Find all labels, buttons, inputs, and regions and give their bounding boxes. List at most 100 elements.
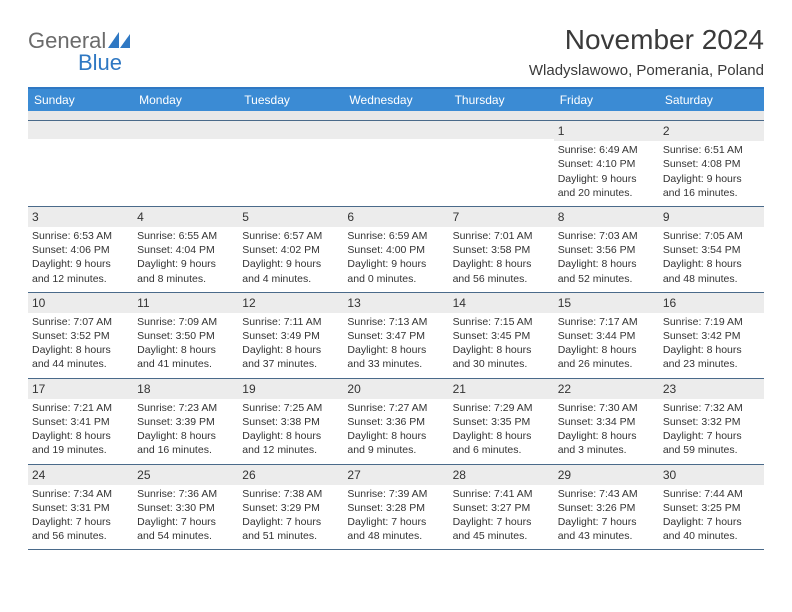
day-cell: 21Sunrise: 7:29 AMSunset: 3:35 PMDayligh… xyxy=(449,379,554,464)
day-info-line: Daylight: 7 hours xyxy=(663,429,760,443)
empty-day-strip xyxy=(28,121,133,139)
logo-text-blue: Blue xyxy=(78,50,122,76)
day-info-line: and 54 minutes. xyxy=(137,529,234,543)
day-info-line: Daylight: 7 hours xyxy=(663,515,760,529)
week-row: 17Sunrise: 7:21 AMSunset: 3:41 PMDayligh… xyxy=(28,379,764,465)
week-row: 3Sunrise: 6:53 AMSunset: 4:06 PMDaylight… xyxy=(28,207,764,293)
day-info-line: and 12 minutes. xyxy=(32,272,129,286)
day-info-line: Daylight: 9 hours xyxy=(137,257,234,271)
calendar-page: General Blue November 2024 Wladyslawowo,… xyxy=(0,0,792,574)
day-number: 11 xyxy=(133,293,238,313)
day-number: 30 xyxy=(659,465,764,485)
day-info-line: Daylight: 8 hours xyxy=(347,429,444,443)
day-cell: 27Sunrise: 7:39 AMSunset: 3:28 PMDayligh… xyxy=(343,465,448,550)
day-number: 5 xyxy=(238,207,343,227)
day-number: 6 xyxy=(343,207,448,227)
day-info-line: Sunset: 3:29 PM xyxy=(242,501,339,515)
day-info-line: and 0 minutes. xyxy=(347,272,444,286)
day-info-line: and 44 minutes. xyxy=(32,357,129,371)
day-info-line: and 30 minutes. xyxy=(453,357,550,371)
day-info-line: Daylight: 8 hours xyxy=(242,343,339,357)
day-info-line: Sunset: 4:02 PM xyxy=(242,243,339,257)
day-info-line: Sunset: 4:08 PM xyxy=(663,157,760,171)
day-info-line: Sunrise: 7:05 AM xyxy=(663,229,760,243)
day-of-week-header: Wednesday xyxy=(343,89,448,111)
day-info-line: Sunrise: 7:38 AM xyxy=(242,487,339,501)
day-cell: 16Sunrise: 7:19 AMSunset: 3:42 PMDayligh… xyxy=(659,293,764,378)
day-info-line: Sunrise: 6:51 AM xyxy=(663,143,760,157)
day-info-line: and 23 minutes. xyxy=(663,357,760,371)
day-info-line: Daylight: 9 hours xyxy=(32,257,129,271)
day-cell: 20Sunrise: 7:27 AMSunset: 3:36 PMDayligh… xyxy=(343,379,448,464)
day-info-line: Sunset: 3:25 PM xyxy=(663,501,760,515)
day-info-line: Sunrise: 7:34 AM xyxy=(32,487,129,501)
day-info-line: Sunset: 4:00 PM xyxy=(347,243,444,257)
day-info-line: Sunrise: 7:21 AM xyxy=(32,401,129,415)
day-info-line: Sunset: 3:56 PM xyxy=(558,243,655,257)
day-number: 14 xyxy=(449,293,554,313)
day-cell: 28Sunrise: 7:41 AMSunset: 3:27 PMDayligh… xyxy=(449,465,554,550)
day-number: 13 xyxy=(343,293,448,313)
day-number: 8 xyxy=(554,207,659,227)
day-info-line: Daylight: 8 hours xyxy=(663,343,760,357)
location-text: Wladyslawowo, Pomerania, Poland xyxy=(529,62,764,79)
day-info-line: Daylight: 8 hours xyxy=(32,429,129,443)
day-cell xyxy=(449,121,554,206)
day-info-line: Sunset: 3:39 PM xyxy=(137,415,234,429)
day-info-line: Sunrise: 7:19 AM xyxy=(663,315,760,329)
day-number: 29 xyxy=(554,465,659,485)
day-info-line: Daylight: 8 hours xyxy=(558,257,655,271)
day-cell: 25Sunrise: 7:36 AMSunset: 3:30 PMDayligh… xyxy=(133,465,238,550)
day-info-line: and 41 minutes. xyxy=(137,357,234,371)
day-info-line: Daylight: 8 hours xyxy=(663,257,760,271)
spacer-row xyxy=(28,111,764,121)
day-number: 17 xyxy=(28,379,133,399)
day-info-line: Daylight: 9 hours xyxy=(558,172,655,186)
day-cell: 13 Sunrise: 7:13 AMSunset: 3:47 PMDayligh… xyxy=(343,293,448,378)
day-info-line: Sunrise: 7:23 AM xyxy=(137,401,234,415)
day-of-week-header: Tuesday xyxy=(238,89,343,111)
day-number: 16 xyxy=(659,293,764,313)
day-info-line: Sunset: 3:34 PM xyxy=(558,415,655,429)
empty-day-strip xyxy=(343,121,448,139)
day-number: 19 xyxy=(238,379,343,399)
day-info-line: Daylight: 9 hours xyxy=(242,257,339,271)
day-info-line: Sunset: 3:47 PM xyxy=(347,329,444,343)
day-number: 24 xyxy=(28,465,133,485)
day-cell: 29Sunrise: 7:43 AMSunset: 3:26 PMDayligh… xyxy=(554,465,659,550)
day-info-line: Sunrise: 6:55 AM xyxy=(137,229,234,243)
empty-day-strip xyxy=(133,121,238,139)
day-info-line: Sunset: 3:32 PM xyxy=(663,415,760,429)
day-cell: 17Sunrise: 7:21 AMSunset: 3:41 PMDayligh… xyxy=(28,379,133,464)
day-cell: 12Sunrise: 7:11 AMSunset: 3:49 PMDayligh… xyxy=(238,293,343,378)
day-info-line: Sunrise: 7:15 AM xyxy=(453,315,550,329)
calendar-grid: SundayMondayTuesdayWednesdayThursdayFrid… xyxy=(28,87,764,550)
day-of-week-header: Sunday xyxy=(28,89,133,111)
day-info-line: Sunrise: 6:59 AM xyxy=(347,229,444,243)
day-cell: 1Sunrise: 6:49 AMSunset: 4:10 PMDaylight… xyxy=(554,121,659,206)
day-cell: 15Sunrise: 7:17 AMSunset: 3:44 PMDayligh… xyxy=(554,293,659,378)
day-info-line: Daylight: 8 hours xyxy=(347,343,444,357)
day-info-line: Sunset: 3:35 PM xyxy=(453,415,550,429)
day-number: 7 xyxy=(449,207,554,227)
day-info-line: Sunrise: 6:49 AM xyxy=(558,143,655,157)
day-info-line: Sunrise: 7:17 AM xyxy=(558,315,655,329)
day-cell: 22Sunrise: 7:30 AMSunset: 3:34 PMDayligh… xyxy=(554,379,659,464)
day-info-line: Sunrise: 7:13 AM xyxy=(347,315,444,329)
day-info-line: Sunset: 3:27 PM xyxy=(453,501,550,515)
day-info-line: Sunset: 3:58 PM xyxy=(453,243,550,257)
month-title: November 2024 xyxy=(529,24,764,56)
day-info-line: Sunrise: 7:01 AM xyxy=(453,229,550,243)
day-info-line: Sunrise: 7:27 AM xyxy=(347,401,444,415)
day-info-line: Daylight: 8 hours xyxy=(137,343,234,357)
day-cell: 7Sunrise: 7:01 AMSunset: 3:58 PMDaylight… xyxy=(449,207,554,292)
weeks-container: 1Sunrise: 6:49 AMSunset: 4:10 PMDaylight… xyxy=(28,121,764,550)
day-info-line: Daylight: 8 hours xyxy=(137,429,234,443)
day-cell: 26Sunrise: 7:38 AMSunset: 3:29 PMDayligh… xyxy=(238,465,343,550)
day-info-line: Daylight: 8 hours xyxy=(453,343,550,357)
day-info-line: and 6 minutes. xyxy=(453,443,550,457)
empty-day-strip xyxy=(449,121,554,139)
day-info-line: Daylight: 8 hours xyxy=(32,343,129,357)
day-info-line: and 52 minutes. xyxy=(558,272,655,286)
day-info-line: and 12 minutes. xyxy=(242,443,339,457)
